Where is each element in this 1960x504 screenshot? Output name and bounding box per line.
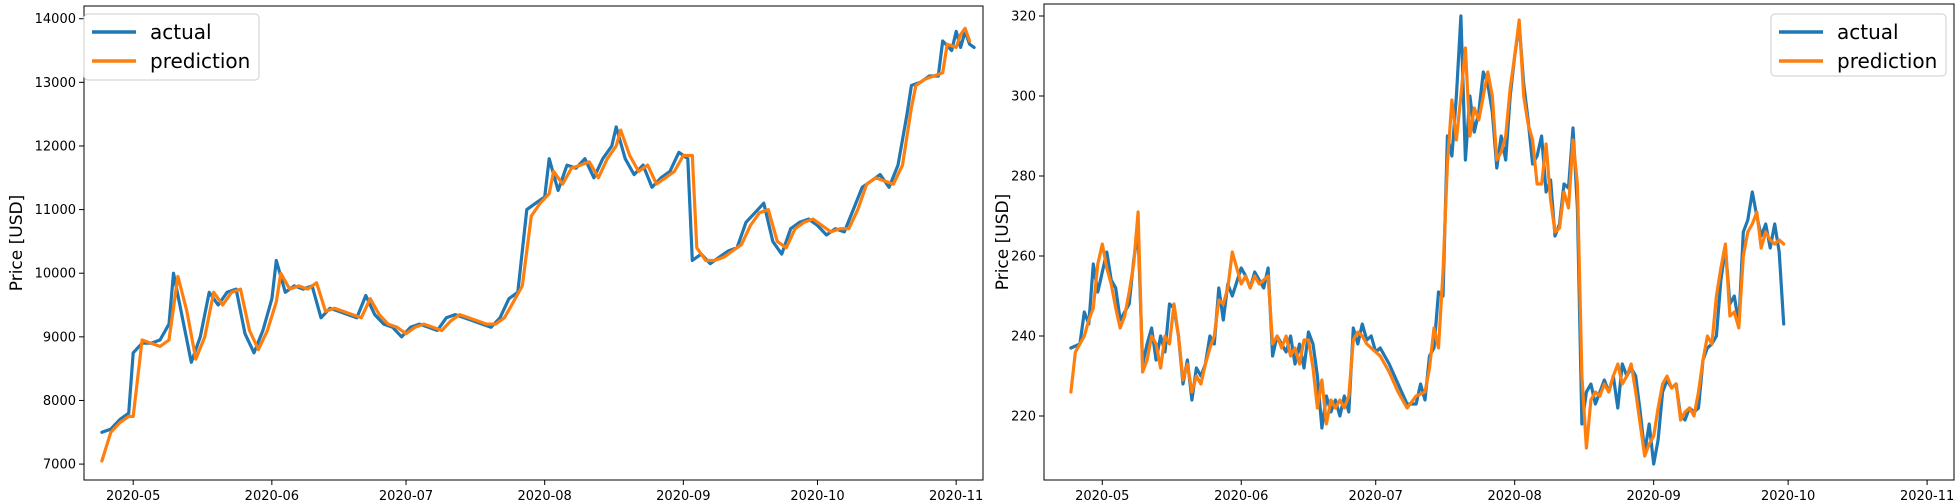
chart-2-x-tick-label: 2020-06 — [1214, 489, 1268, 504]
chart-2-y-axis-label: Price [USD] — [993, 194, 1013, 290]
chart-2-y-tick-label: 300 — [1011, 90, 1036, 105]
chart-2-y-tick-label: 280 — [1011, 170, 1036, 185]
chart-1-y-axis-label: Price [USD] — [7, 195, 27, 291]
chart-2-legend-label-actual: actual — [1837, 20, 1899, 44]
chart-2-x-tick-label: 2020-08 — [1488, 489, 1542, 504]
chart-2-y-tick-label: 320 — [1011, 10, 1036, 25]
chart-1-series-prediction-line — [100, 26, 972, 463]
chart-1-x-tick-label: 2020-09 — [656, 489, 710, 504]
chart-1-y-tick-label: 11000 — [35, 203, 76, 218]
chart-1-y-tick-label: 12000 — [35, 139, 76, 154]
chart-1-y-tick-label: 14000 — [35, 12, 76, 27]
chart-2-series-prediction-line — [1069, 18, 1786, 458]
chart-1-legend-label-prediction: prediction — [150, 49, 250, 73]
chart-1-y-tick-label: 7000 — [43, 458, 76, 473]
chart-1-x-tick-label: 2020-10 — [790, 489, 844, 504]
chart-1-legend-label-actual: actual — [150, 20, 212, 44]
chart-1-series-actual-line — [100, 29, 976, 434]
chart-1-y-tick-label: 9000 — [43, 330, 76, 345]
chart-2-x-tick-label: 2020-05 — [1075, 489, 1129, 504]
chart-2-x-tick-label: 2020-10 — [1761, 489, 1815, 504]
chart-1-x-tick-label: 2020-11 — [929, 489, 983, 504]
chart-1-x-tick-label: 2020-05 — [106, 489, 160, 504]
chart-1-x-tick-label: 2020-07 — [379, 489, 433, 504]
chart-2-y-tick-label: 260 — [1011, 250, 1036, 265]
chart-1-y-tick-label: 8000 — [43, 394, 76, 409]
chart-2-x-tick-label: 2020-07 — [1349, 489, 1403, 504]
chart-1-x-tick-label: 2020-08 — [518, 489, 572, 504]
chart-2-plot-frame — [1043, 3, 1955, 481]
chart-1-plot-frame — [83, 5, 984, 481]
chart-1-y-tick-label: 13000 — [35, 76, 76, 91]
chart-2-x-tick-label: 2020-09 — [1626, 489, 1680, 504]
chart-2-y-tick-label: 220 — [1011, 410, 1036, 425]
chart-2-x-tick-label: 2020-11 — [1900, 489, 1954, 504]
chart-1-x-tick-label: 2020-06 — [245, 489, 299, 504]
chart-2-y-tick-label: 240 — [1011, 330, 1036, 345]
chart-2-legend-label-prediction: prediction — [1837, 49, 1937, 73]
chart-1-y-tick-label: 10000 — [35, 267, 76, 282]
